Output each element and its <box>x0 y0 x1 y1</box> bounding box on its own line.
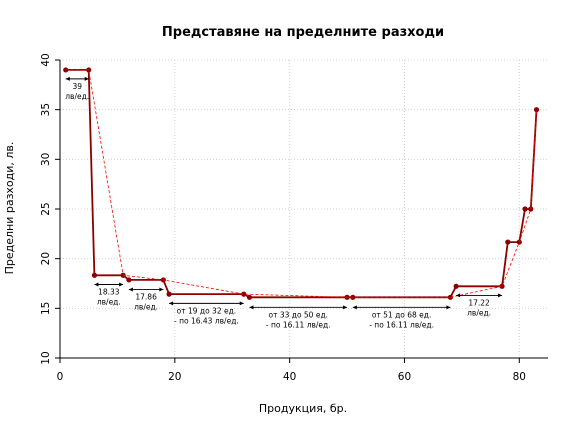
arrow-right-head <box>343 305 348 310</box>
annotation-label: от 51 до 68 ед. <box>372 310 432 319</box>
y-tick-label: 30 <box>40 153 52 166</box>
grid <box>59 59 548 359</box>
x-tick-label: 20 <box>168 371 181 383</box>
arrow-right-head <box>446 305 451 310</box>
annotation-label: лв/ед. <box>65 92 89 101</box>
trend-line <box>65 69 537 298</box>
arrow-right-head <box>119 282 124 287</box>
annotation-label: - по 16.11 лв/ед. <box>266 320 331 329</box>
annotation-label: 17.86 <box>135 292 157 301</box>
data-point <box>505 239 511 245</box>
range-annotation: от 51 до 68 ед.- по 16.11 лв/ед. <box>352 305 451 329</box>
y-tick-label: 20 <box>40 252 52 265</box>
annotation-label: от 33 до 50 ед. <box>268 310 328 319</box>
annotation-label: от 19 до 32 ед. <box>177 306 237 315</box>
x-axis-label: Продукция, бр. <box>259 402 347 415</box>
annotation-label: - по 16.43 лв/ед. <box>174 316 239 325</box>
annotation-label: 39 <box>72 82 82 91</box>
arrow-left-head <box>249 305 254 310</box>
chart-title: Представяне на пределните разходи <box>162 25 444 40</box>
data-point <box>533 107 540 113</box>
arrow-right-head <box>239 301 244 306</box>
step-line <box>65 69 538 299</box>
annotation-label: лв/ед. <box>134 302 158 311</box>
arrow-right-head <box>159 287 164 292</box>
data-point <box>86 67 92 73</box>
data-point <box>241 291 247 297</box>
data-point <box>246 294 253 300</box>
annotation-label: лв/ед. <box>97 297 121 306</box>
data-point <box>91 272 98 278</box>
y-axis-label: Пределни разходи, лв. <box>3 142 16 275</box>
arrow-left-head <box>456 293 461 298</box>
x-tick-label: 80 <box>513 371 526 383</box>
y-tick-label: 25 <box>40 202 52 215</box>
data-point <box>453 283 459 289</box>
y-tick-label: 35 <box>40 103 52 116</box>
data-point <box>126 277 132 283</box>
range-annotation: от 33 до 50 ед.- по 16.11 лв/ед. <box>249 305 348 329</box>
annotation-label: - по 16.11 лв/ед. <box>369 320 434 329</box>
arrow-left-head <box>94 282 99 287</box>
axes: 0 20 40 60 80 10 15 20 25 30 35 40 <box>40 53 548 383</box>
arrow-left-head <box>128 287 133 292</box>
arrow-left-head <box>352 305 357 310</box>
series-layer <box>63 67 540 300</box>
arrow-left-head <box>65 76 70 81</box>
annotation-label: 18.33 <box>98 287 120 296</box>
arrow-left-head <box>169 301 174 306</box>
y-tick-label: 40 <box>40 53 52 66</box>
y-tick-label: 15 <box>40 302 52 315</box>
data-point <box>166 291 172 297</box>
x-tick-label: 0 <box>57 371 64 383</box>
y-tick-label: 10 <box>40 351 52 364</box>
data-point <box>522 206 528 212</box>
arrow-right-head <box>498 293 503 298</box>
annotation-label: 17.22 <box>468 298 490 307</box>
x-tick-label: 40 <box>283 371 296 383</box>
x-tick-label: 60 <box>398 371 411 383</box>
range-annotation: от 19 до 32 ед.- по 16.43 лв/ед. <box>169 301 244 325</box>
annotation-label: лв/ед. <box>467 308 491 317</box>
arrow-right-head <box>84 76 89 81</box>
